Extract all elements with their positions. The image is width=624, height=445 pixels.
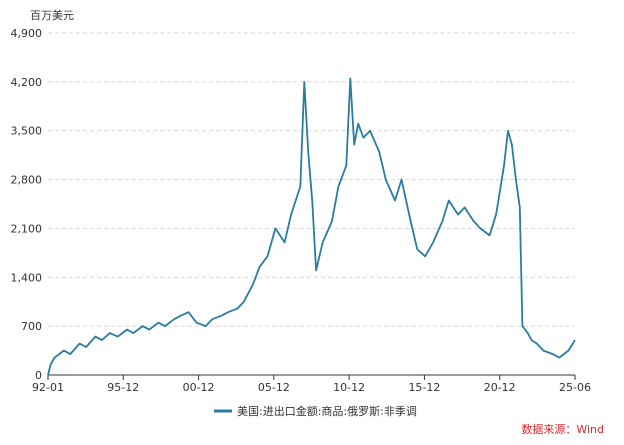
legend-label: 美国:进出口金额:商品:俄罗斯:非季调: [237, 404, 417, 418]
y-tick-label: 3,500: [11, 125, 43, 138]
y-axis-ticks: 0 700 1,400 2,100 2,800 3,500 4,200 4,900: [11, 27, 43, 382]
x-tick-label: 00-12: [183, 381, 215, 394]
y-tick-label: 0: [35, 369, 42, 382]
y-tick-label: 700: [21, 320, 42, 333]
series-line-russia-trade: [47, 77, 576, 376]
y-tick-label: 4,900: [11, 27, 43, 40]
y-axis-unit-label: 百万美元: [30, 9, 74, 22]
x-axis-ticks: 92-01 95-12 00-12 05-12 10-12 15-12 20-12 25-06: [32, 375, 591, 394]
x-tick-label: 15-12: [408, 381, 440, 394]
x-tick-label: 25-06: [559, 381, 591, 394]
y-tick-label: 2,100: [11, 222, 43, 235]
x-tick-label: 20-12: [484, 381, 516, 394]
legend: 美国:进出口金额:商品:俄罗斯:非季调: [214, 404, 417, 418]
x-tick-label: 92-01: [32, 381, 64, 394]
y-tick-label: 1,400: [11, 271, 43, 284]
y-tick-label: 4,200: [11, 76, 43, 89]
grid-lines: [48, 32, 575, 327]
y-tick-label: 2,800: [11, 174, 43, 187]
x-tick-label: 05-12: [258, 381, 290, 394]
data-source-label: 数据来源：Wind: [521, 422, 604, 436]
x-tick-label: 10-12: [333, 381, 365, 394]
x-tick-label: 95-12: [107, 381, 139, 394]
